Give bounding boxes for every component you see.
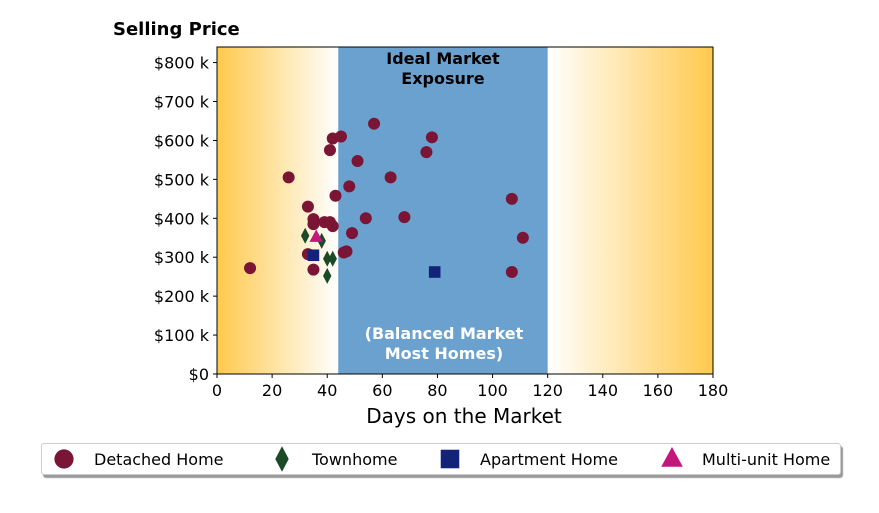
data-point-detached-home — [359, 212, 372, 225]
legend-swatch-multi-unit-home — [661, 447, 683, 467]
data-point-detached-home — [301, 200, 314, 213]
gradient-right — [547, 47, 713, 374]
y-tick-label: $600 k — [154, 131, 210, 150]
y-tick-label: $0 — [189, 365, 209, 384]
x-tick-label: 140 — [588, 381, 619, 400]
legend-marker-apartment-home — [440, 449, 460, 469]
gradient-left — [217, 47, 339, 374]
x-tick-label: 180 — [698, 381, 729, 400]
data-point-detached-home — [244, 262, 257, 275]
plot-frame — [216, 46, 714, 375]
data-point-detached-home — [307, 263, 320, 276]
legend-swatch-townhome — [275, 446, 289, 472]
data-point-detached-home — [516, 231, 529, 244]
x-axis-label: Days on the Market — [366, 404, 562, 428]
data-point-detached-home — [326, 220, 339, 233]
plot-background — [217, 47, 713, 374]
data-points — [244, 117, 529, 284]
x-tick-label: 20 — [262, 381, 282, 400]
y-tick-label: $100 k — [154, 326, 210, 345]
data-point-townhome — [328, 250, 337, 267]
y-tick-label: $200 k — [154, 287, 210, 306]
band-label-bottom-line: Most Homes) — [385, 344, 503, 363]
data-point-detached-home — [505, 192, 518, 205]
x-tick-label: 120 — [532, 381, 563, 400]
x-tick-label: 40 — [317, 381, 337, 400]
data-point-apartment-home — [307, 249, 320, 262]
legend-marker-townhome — [275, 446, 289, 472]
data-point-detached-home — [351, 155, 364, 168]
legend-item-detached-home: Detached Home — [52, 444, 224, 474]
band-label-top-line: Ideal Market — [386, 49, 500, 68]
legend-item-apartment-home: Apartment Home — [438, 444, 618, 474]
data-point-detached-home — [384, 171, 397, 184]
data-point-detached-home — [335, 130, 347, 143]
data-point-detached-home — [368, 117, 381, 130]
band-label-top-line: Exposure — [401, 69, 485, 88]
legend-label: Detached Home — [94, 449, 224, 469]
y-tick-label: $500 k — [154, 170, 210, 189]
data-point-detached-home — [282, 171, 295, 184]
x-tick-label: 80 — [427, 381, 447, 400]
data-point-detached-home — [398, 211, 411, 224]
data-point-townhome — [323, 250, 332, 267]
data-point-townhome — [323, 267, 332, 284]
axes: 0 20 40 60 80 100 120 140 160 180 $0 $100 k $200 k $3… — [154, 46, 729, 400]
x-tick-label: 60 — [372, 381, 392, 400]
data-point-multi-unit-home — [309, 229, 323, 242]
legend-swatch-detached-home — [54, 449, 74, 469]
data-point-detached-home — [323, 144, 336, 157]
y-tick-label: $800 k — [154, 54, 210, 73]
data-point-detached-home — [425, 131, 438, 144]
data-point-townhome — [300, 227, 310, 244]
data-point-detached-home — [346, 227, 359, 240]
x-tick-label: 160 — [643, 381, 674, 400]
data-point-detached-home — [340, 245, 353, 258]
legend-label: Apartment Home — [480, 449, 618, 469]
y-tick-label: $700 k — [154, 93, 210, 112]
balanced-market-band — [338, 47, 548, 374]
legend-marker-detached-home — [54, 449, 74, 469]
y-tick-label: $400 k — [154, 209, 210, 228]
x-tick-label: 0 — [212, 381, 222, 400]
data-point-detached-home — [343, 180, 356, 193]
chart-title: Selling Price — [113, 19, 240, 40]
data-point-detached-home — [505, 266, 518, 279]
x-tick-label: 100 — [477, 381, 508, 400]
data-point-detached-home — [307, 218, 320, 231]
data-point-detached-home — [329, 189, 342, 202]
legend-swatch-apartment-home — [440, 449, 460, 469]
legend: Detached Home Townhome Apartment Home Multi… — [41, 443, 841, 475]
band-label-bottom-line: (Balanced Market — [365, 324, 524, 343]
legend-label: Townhome — [312, 449, 398, 469]
data-point-detached-home — [420, 146, 433, 159]
y-tick-label: $300 k — [154, 248, 210, 267]
legend-item-multi-unit-home: Multi-unit Home — [660, 444, 830, 474]
legend-label: Multi-unit Home — [702, 449, 831, 469]
legend-item-townhome: Townhome — [270, 444, 397, 474]
legend-marker-multi-unit-home — [661, 447, 683, 467]
data-point-apartment-home — [428, 266, 441, 278]
